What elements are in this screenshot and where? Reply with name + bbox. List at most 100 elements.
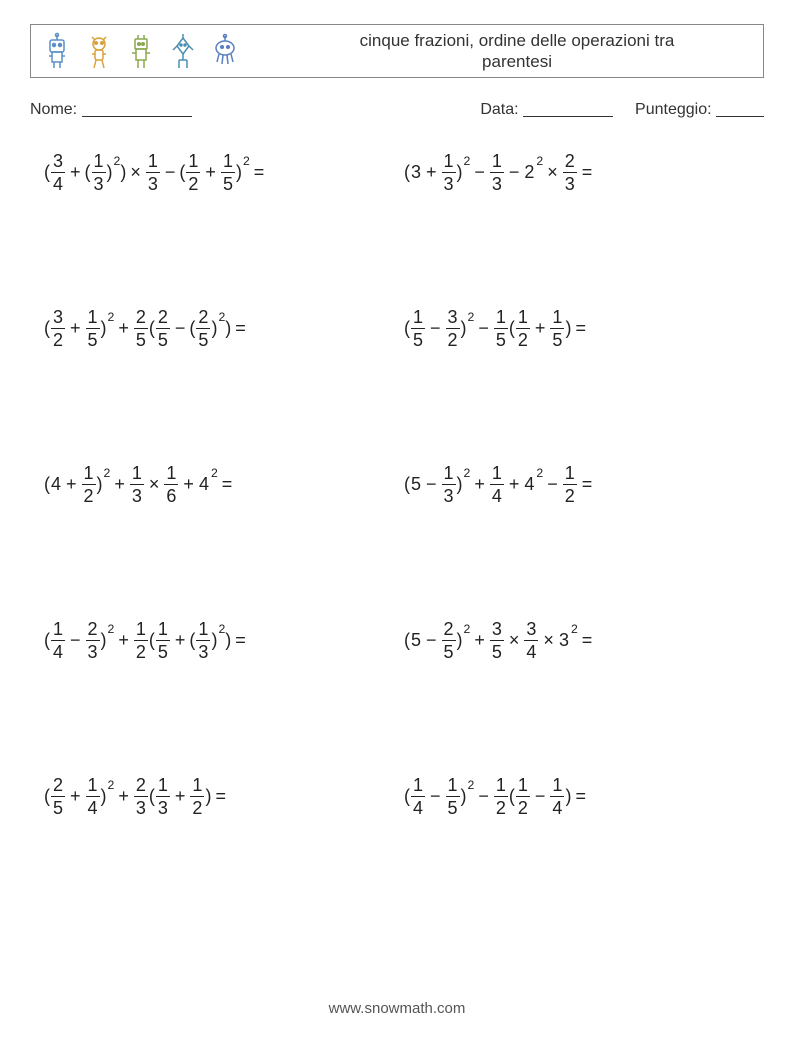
fraction: 23 (86, 620, 100, 661)
equals: = (582, 162, 593, 183)
operator: + (66, 474, 77, 495)
paren-close: ) (211, 318, 217, 339)
fraction: 12 (186, 152, 200, 193)
robot-icon-2 (83, 31, 115, 71)
operator: − (70, 630, 81, 651)
problem-1: (34+(13)2)×13−(12+15)2= (44, 149, 394, 195)
equals: = (215, 786, 226, 807)
problem-7: (14−23)2+12(15+(13)2)= (44, 617, 394, 663)
fraction: 25 (442, 620, 456, 661)
integer: 4 (524, 474, 534, 495)
paren-open: ( (404, 786, 410, 807)
paren-close: ) (225, 630, 231, 651)
paren-open: ( (44, 630, 50, 651)
problem-8: (5−25)2+35×34×32= (404, 617, 754, 663)
exponent: 2 (464, 154, 471, 168)
problem-2: (3+13)2−13−22×23= (404, 149, 754, 195)
score-blank[interactable] (716, 101, 764, 117)
equals: = (582, 474, 593, 495)
fraction: 13 (156, 776, 170, 817)
operator: − (430, 318, 441, 339)
fraction: 12 (563, 464, 577, 505)
paren-close: ) (236, 162, 242, 183)
paren-open: ( (44, 162, 50, 183)
fraction: 13 (146, 152, 160, 193)
exponent: 2 (536, 154, 543, 168)
exponent: 2 (243, 154, 250, 168)
operator: − (426, 474, 437, 495)
paren-close: ) (101, 318, 107, 339)
robot-icon-4 (167, 31, 199, 71)
fraction: 32 (51, 308, 65, 349)
fraction: 14 (86, 776, 100, 817)
equals: = (235, 318, 246, 339)
operator: + (114, 474, 125, 495)
operator: − (478, 786, 489, 807)
operator: + (474, 630, 485, 651)
paren-open: ( (149, 318, 155, 339)
date-blank[interactable] (523, 101, 613, 117)
paren-close: ) (457, 630, 463, 651)
operator: + (205, 162, 216, 183)
paren-close: ) (97, 474, 103, 495)
paren-open: ( (404, 474, 410, 495)
paren-open: ( (404, 162, 410, 183)
operator: + (474, 474, 485, 495)
fraction: 15 (86, 308, 100, 349)
fraction: 15 (411, 308, 425, 349)
paren-open: ( (179, 162, 185, 183)
exponent: 2 (108, 778, 115, 792)
fraction: 12 (494, 776, 508, 817)
operator: × (509, 630, 520, 651)
exponent: 2 (536, 466, 543, 480)
fraction: 15 (494, 308, 508, 349)
fraction: 15 (156, 620, 170, 661)
operator: + (183, 474, 194, 495)
paren-close: ) (120, 162, 126, 183)
operator: + (426, 162, 437, 183)
paren-open: ( (44, 786, 50, 807)
paren-open: ( (44, 318, 50, 339)
name-blank[interactable] (82, 101, 192, 117)
footer-link[interactable]: www.snowmath.com (329, 1000, 466, 1017)
fraction: 25 (196, 308, 210, 349)
paren-open: ( (44, 474, 50, 495)
fraction: 25 (156, 308, 170, 349)
paren-close: ) (211, 630, 217, 651)
paren-close: ) (205, 786, 211, 807)
paren-open: ( (149, 786, 155, 807)
paren-open: ( (509, 786, 515, 807)
operator: − (547, 474, 558, 495)
operator: + (118, 630, 129, 651)
fraction: 15 (550, 308, 564, 349)
operator: − (509, 162, 520, 183)
fraction: 14 (411, 776, 425, 817)
fraction: 13 (490, 152, 504, 193)
problem-3: (32+15)2+25(25−(25)2)= (44, 305, 394, 351)
fraction: 14 (51, 620, 65, 661)
operator: − (535, 786, 546, 807)
fraction: 25 (51, 776, 65, 817)
robot-icons-row (41, 31, 241, 71)
fraction: 13 (442, 464, 456, 505)
exponent: 2 (468, 778, 475, 792)
integer: 5 (411, 474, 421, 495)
operator: × (543, 630, 554, 651)
exponent: 2 (571, 622, 578, 636)
paren-open: ( (404, 318, 410, 339)
operator: + (118, 786, 129, 807)
equals: = (575, 786, 586, 807)
paren-open: ( (85, 162, 91, 183)
operator: + (118, 318, 129, 339)
robot-icon-3 (125, 31, 157, 71)
equals: = (235, 630, 246, 651)
operator: + (535, 318, 546, 339)
operator: + (175, 786, 186, 807)
exponent: 2 (464, 622, 471, 636)
exponent: 2 (468, 310, 475, 324)
equals: = (222, 474, 233, 495)
fraction: 12 (516, 776, 530, 817)
exponent: 2 (218, 310, 225, 324)
fraction: 23 (134, 776, 148, 817)
worksheet-title: cinque frazioni, ordine delle operazioni… (241, 30, 753, 73)
